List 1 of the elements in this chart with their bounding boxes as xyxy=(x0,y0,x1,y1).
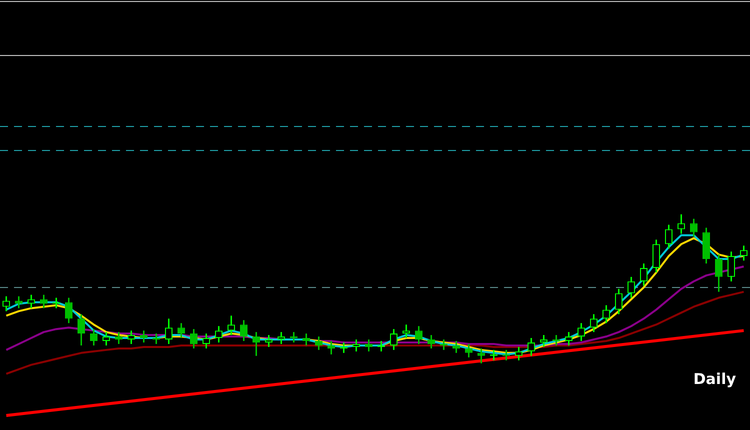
text: Daily xyxy=(693,370,736,388)
